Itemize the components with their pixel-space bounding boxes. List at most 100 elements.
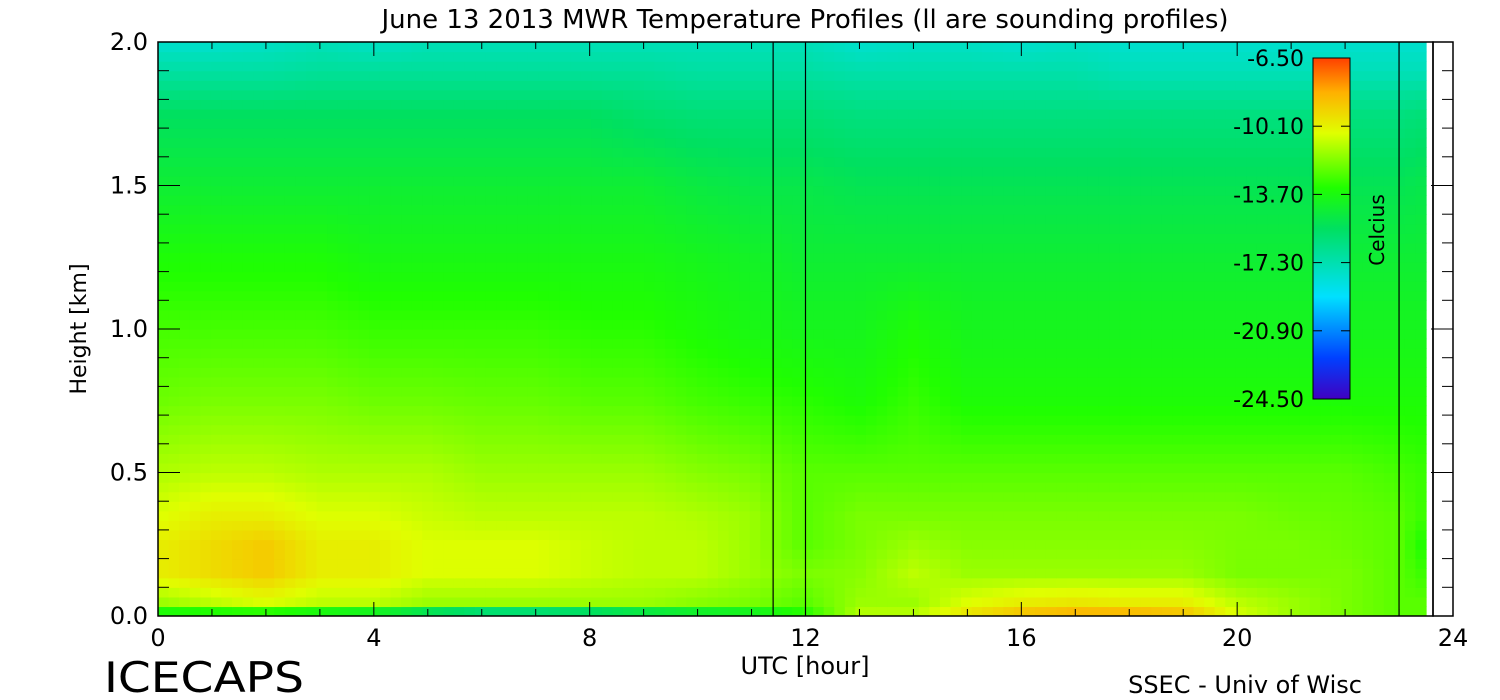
heatmap-cell bbox=[760, 348, 772, 359]
heatmap-cell bbox=[844, 300, 857, 311]
heatmap-cell bbox=[696, 214, 709, 225]
heatmap-cell bbox=[823, 271, 835, 282]
heatmap-cell bbox=[834, 462, 846, 474]
heatmap-cell bbox=[210, 510, 222, 521]
heatmap-cell bbox=[210, 520, 222, 531]
heatmap-cell bbox=[1404, 338, 1417, 349]
heatmap-cell bbox=[855, 587, 867, 598]
heatmap-cell bbox=[1415, 300, 1427, 311]
heatmap-cell bbox=[316, 558, 328, 569]
heatmap-cell bbox=[760, 577, 772, 588]
heatmap-cell bbox=[348, 367, 360, 378]
heatmap-cell bbox=[781, 424, 793, 435]
heatmap-cell bbox=[517, 395, 529, 407]
heatmap-cell bbox=[1330, 424, 1343, 435]
heatmap-cell bbox=[939, 510, 952, 521]
heatmap-cell bbox=[295, 309, 307, 321]
heatmap-cell bbox=[760, 395, 772, 407]
heatmap-cell bbox=[1087, 309, 1100, 321]
heatmap-cell bbox=[834, 395, 846, 407]
heatmap-cell bbox=[749, 539, 761, 550]
heatmap-cell bbox=[274, 539, 286, 550]
heatmap-cell bbox=[1172, 453, 1184, 464]
heatmap-cell bbox=[992, 520, 1004, 531]
heatmap-cell bbox=[158, 262, 170, 273]
heatmap-cell bbox=[1193, 376, 1205, 387]
heatmap-cell bbox=[517, 319, 529, 330]
heatmap-cell bbox=[1320, 482, 1332, 493]
heatmap-cell bbox=[432, 290, 444, 301]
heatmap-cell bbox=[401, 596, 413, 608]
heatmap-cell bbox=[929, 386, 941, 397]
heatmap-cell bbox=[1045, 482, 1057, 493]
heatmap-cell bbox=[189, 329, 201, 340]
heatmap-cell bbox=[242, 577, 254, 588]
heatmap-cell bbox=[284, 587, 296, 598]
heatmap-cell bbox=[358, 214, 370, 225]
heatmap-cell bbox=[453, 606, 466, 616]
heatmap-cell bbox=[601, 242, 613, 254]
heatmap-cell bbox=[1330, 395, 1343, 407]
heatmap-cell bbox=[1415, 491, 1427, 502]
heatmap-cell bbox=[1140, 577, 1152, 588]
heatmap-cell bbox=[1035, 348, 1047, 359]
heatmap-cell bbox=[358, 587, 370, 598]
heatmap-cell bbox=[358, 242, 370, 254]
heatmap-cell bbox=[316, 606, 328, 616]
heatmap-cell bbox=[1415, 558, 1427, 569]
heatmap-cell bbox=[1182, 329, 1195, 340]
heatmap-cell bbox=[475, 520, 487, 531]
heatmap-cell bbox=[548, 462, 561, 474]
heatmap-cell bbox=[327, 309, 339, 321]
heatmap-cell bbox=[1246, 510, 1258, 521]
heatmap-cell bbox=[1404, 558, 1417, 569]
heatmap-cell bbox=[1362, 281, 1374, 292]
heatmap-cell bbox=[231, 415, 244, 426]
heatmap-cell bbox=[253, 376, 265, 387]
heatmap-cell bbox=[337, 472, 349, 483]
heatmap-cell bbox=[971, 558, 983, 569]
heatmap-cell bbox=[422, 319, 434, 330]
heatmap-cell bbox=[887, 558, 899, 569]
heatmap-cell bbox=[855, 348, 867, 359]
heatmap-cell bbox=[1320, 443, 1332, 454]
heatmap-cell bbox=[855, 443, 867, 454]
heatmap-cell bbox=[316, 453, 328, 464]
heatmap-cell bbox=[221, 329, 233, 340]
heatmap-cell bbox=[337, 424, 349, 435]
heatmap-cell bbox=[485, 271, 497, 282]
heatmap-cell bbox=[253, 472, 265, 483]
heatmap-cell bbox=[327, 424, 339, 435]
heatmap-cell bbox=[327, 529, 339, 541]
heatmap-cell bbox=[644, 367, 656, 378]
heatmap-cell bbox=[443, 491, 455, 502]
heatmap-cell bbox=[1161, 606, 1174, 616]
heatmap-cell bbox=[1235, 491, 1247, 502]
heatmap-cell bbox=[1320, 549, 1332, 560]
heatmap-cell bbox=[580, 462, 592, 474]
heatmap-cell bbox=[358, 549, 370, 560]
heatmap-cell bbox=[1404, 395, 1417, 407]
heatmap-cell bbox=[855, 262, 867, 273]
heatmap-cell bbox=[1267, 529, 1279, 541]
heatmap-cell bbox=[432, 338, 444, 349]
heatmap-cell bbox=[253, 386, 265, 397]
heatmap-cell bbox=[548, 348, 561, 359]
heatmap-cell bbox=[485, 424, 497, 435]
heatmap-cell bbox=[601, 233, 613, 244]
heatmap-cell bbox=[865, 242, 878, 254]
heatmap-cell bbox=[422, 376, 434, 387]
heatmap-cell bbox=[517, 300, 529, 311]
heatmap-cell bbox=[992, 415, 1004, 426]
heatmap-cell bbox=[749, 309, 761, 321]
heatmap-cell bbox=[570, 233, 582, 244]
heatmap-cell bbox=[612, 329, 624, 340]
heatmap-cell bbox=[1352, 510, 1364, 521]
heatmap-cell bbox=[1204, 338, 1216, 349]
heatmap-cell bbox=[1383, 309, 1395, 321]
heatmap-cell bbox=[390, 223, 402, 234]
heatmap-cell bbox=[242, 482, 254, 493]
heatmap-cell bbox=[781, 376, 793, 387]
heatmap-cell bbox=[411, 281, 423, 292]
heatmap-cell bbox=[1087, 520, 1100, 531]
